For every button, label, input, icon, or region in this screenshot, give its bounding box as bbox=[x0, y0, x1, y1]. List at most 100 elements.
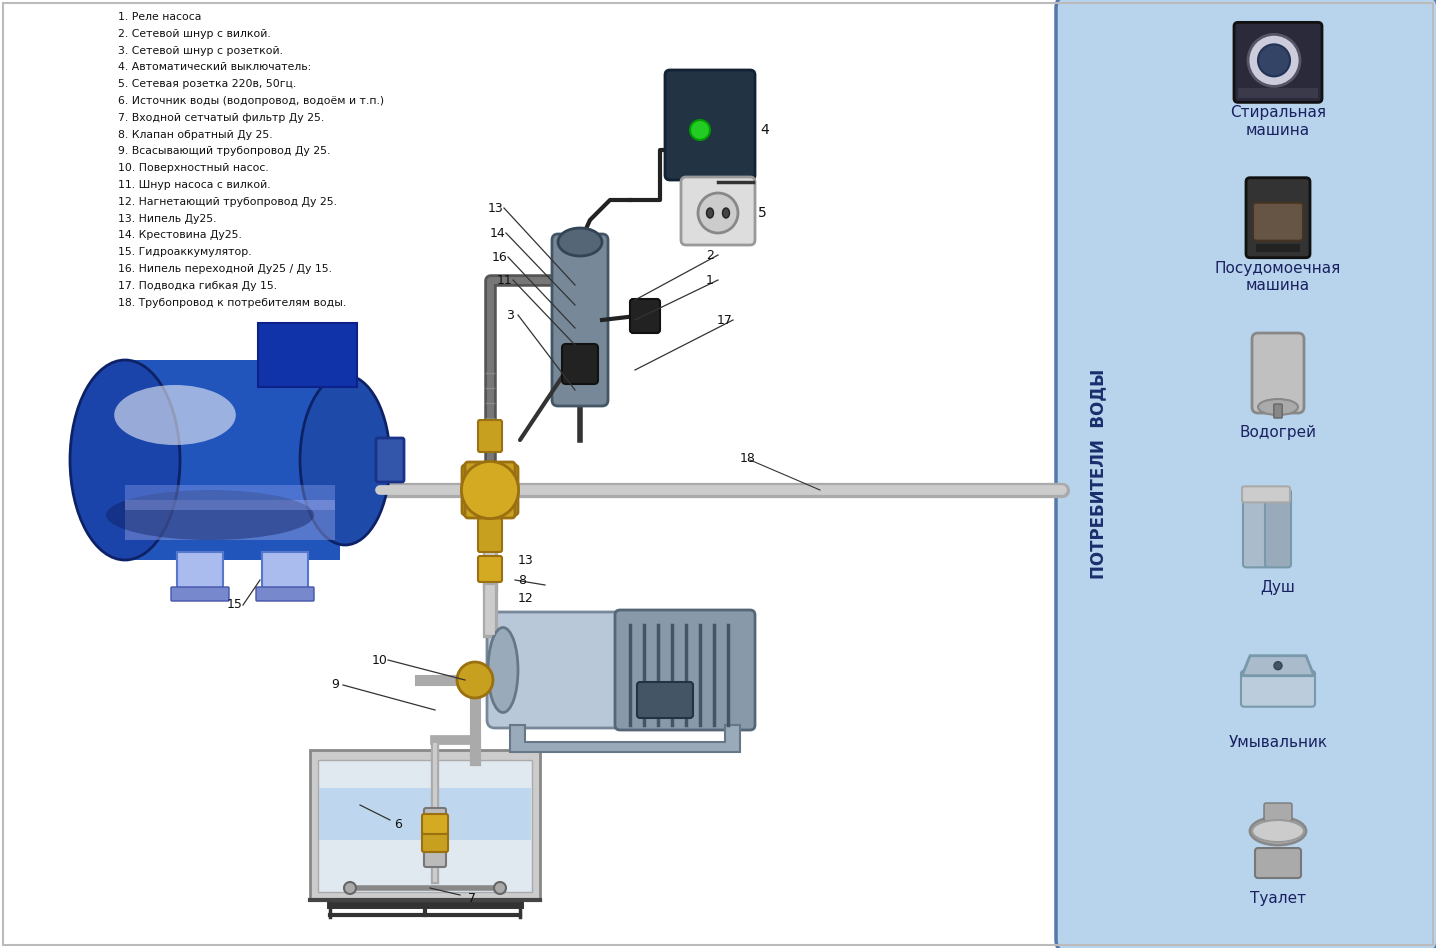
Text: 9: 9 bbox=[332, 679, 339, 691]
Circle shape bbox=[494, 882, 505, 894]
FancyBboxPatch shape bbox=[424, 808, 447, 867]
Text: 2. Сетевой шнур с вилкой.: 2. Сетевой шнур с вилкой. bbox=[118, 28, 271, 39]
FancyBboxPatch shape bbox=[1242, 486, 1290, 502]
Ellipse shape bbox=[1252, 820, 1304, 842]
Ellipse shape bbox=[559, 228, 602, 256]
FancyBboxPatch shape bbox=[1256, 244, 1300, 252]
Text: 3. Сетевой шнур с розеткой.: 3. Сетевой шнур с розеткой. bbox=[118, 46, 283, 56]
FancyBboxPatch shape bbox=[478, 518, 503, 552]
Polygon shape bbox=[1242, 656, 1314, 676]
Ellipse shape bbox=[722, 208, 729, 218]
Ellipse shape bbox=[488, 628, 518, 713]
Text: 4. Автоматический выключатель:: 4. Автоматический выключатель: bbox=[118, 63, 312, 72]
FancyBboxPatch shape bbox=[261, 552, 307, 599]
Text: 15: 15 bbox=[227, 598, 243, 611]
FancyBboxPatch shape bbox=[681, 177, 755, 245]
Text: 13: 13 bbox=[488, 202, 504, 214]
FancyBboxPatch shape bbox=[561, 344, 597, 384]
Text: 17. Подводка гибкая Ду 15.: 17. Подводка гибкая Ду 15. bbox=[118, 281, 277, 291]
Circle shape bbox=[457, 662, 493, 698]
Text: 14: 14 bbox=[490, 227, 505, 240]
Polygon shape bbox=[510, 725, 740, 752]
FancyBboxPatch shape bbox=[125, 485, 335, 510]
FancyBboxPatch shape bbox=[1255, 848, 1301, 878]
FancyBboxPatch shape bbox=[665, 70, 755, 180]
FancyBboxPatch shape bbox=[551, 234, 607, 406]
Circle shape bbox=[698, 193, 738, 233]
Text: 11: 11 bbox=[497, 274, 513, 286]
Ellipse shape bbox=[106, 490, 314, 540]
Circle shape bbox=[1274, 662, 1282, 669]
FancyBboxPatch shape bbox=[1234, 23, 1323, 102]
Text: 12: 12 bbox=[518, 592, 534, 605]
FancyBboxPatch shape bbox=[376, 438, 404, 482]
Circle shape bbox=[1258, 45, 1290, 77]
FancyBboxPatch shape bbox=[121, 360, 340, 560]
Circle shape bbox=[345, 882, 356, 894]
Text: 6: 6 bbox=[393, 818, 402, 831]
Text: 11. Шнур насоса с вилкой.: 11. Шнур насоса с вилкой. bbox=[118, 180, 270, 190]
Text: 18: 18 bbox=[740, 451, 755, 465]
Text: 17: 17 bbox=[717, 314, 732, 326]
FancyBboxPatch shape bbox=[615, 610, 755, 730]
Text: 18. Трубопровод к потребителям воды.: 18. Трубопровод к потребителям воды. bbox=[118, 298, 346, 307]
FancyBboxPatch shape bbox=[462, 465, 518, 515]
Text: 16. Нипель переходной Ду25 / Ду 15.: 16. Нипель переходной Ду25 / Ду 15. bbox=[118, 264, 332, 274]
Ellipse shape bbox=[707, 208, 714, 218]
FancyBboxPatch shape bbox=[310, 750, 540, 900]
Text: 2: 2 bbox=[707, 248, 714, 262]
Text: 10: 10 bbox=[372, 653, 388, 666]
Ellipse shape bbox=[300, 375, 391, 545]
Text: 15. Гидроаккумулятор.: 15. Гидроаккумулятор. bbox=[118, 247, 251, 257]
Text: 13. Нипель Ду25.: 13. Нипель Ду25. bbox=[118, 213, 217, 224]
FancyBboxPatch shape bbox=[478, 556, 503, 582]
Text: 5. Сетевая розетка 220в, 50гц.: 5. Сетевая розетка 220в, 50гц. bbox=[118, 80, 296, 89]
Ellipse shape bbox=[70, 360, 180, 560]
FancyBboxPatch shape bbox=[487, 612, 633, 728]
Text: 4: 4 bbox=[760, 123, 768, 137]
FancyBboxPatch shape bbox=[317, 760, 531, 892]
FancyBboxPatch shape bbox=[465, 462, 516, 518]
Text: 14. Крестовина Ду25.: 14. Крестовина Ду25. bbox=[118, 230, 241, 241]
FancyBboxPatch shape bbox=[1254, 203, 1302, 241]
FancyBboxPatch shape bbox=[478, 420, 503, 452]
FancyBboxPatch shape bbox=[422, 830, 448, 852]
Text: 6. Источник воды (водопровод, водоём и т.п.): 6. Источник воды (водопровод, водоём и т… bbox=[118, 96, 383, 106]
Circle shape bbox=[461, 462, 518, 519]
Text: 16: 16 bbox=[493, 250, 508, 264]
FancyBboxPatch shape bbox=[1252, 333, 1304, 413]
FancyBboxPatch shape bbox=[256, 587, 314, 601]
Ellipse shape bbox=[1249, 817, 1305, 845]
Circle shape bbox=[1248, 34, 1300, 86]
FancyBboxPatch shape bbox=[1246, 177, 1310, 258]
FancyBboxPatch shape bbox=[1244, 489, 1269, 567]
FancyBboxPatch shape bbox=[1264, 803, 1292, 821]
Text: 1. Реле насоса: 1. Реле насоса bbox=[118, 12, 201, 22]
FancyBboxPatch shape bbox=[1238, 88, 1318, 99]
FancyBboxPatch shape bbox=[422, 814, 448, 834]
Text: Душ: Душ bbox=[1261, 580, 1295, 595]
Text: 3: 3 bbox=[505, 308, 514, 321]
Circle shape bbox=[691, 120, 709, 140]
Text: 9. Всасывающий трубопровод Ду 25.: 9. Всасывающий трубопровод Ду 25. bbox=[118, 146, 330, 156]
Text: 7: 7 bbox=[468, 891, 475, 904]
FancyBboxPatch shape bbox=[1274, 404, 1282, 418]
Text: Умывальник: Умывальник bbox=[1228, 736, 1327, 750]
Text: 7. Входной сетчатый фильтр Ду 25.: 7. Входной сетчатый фильтр Ду 25. bbox=[118, 113, 325, 123]
Text: 8. Клапан обратный Ду 25.: 8. Клапан обратный Ду 25. bbox=[118, 130, 273, 139]
Text: 12. Нагнетающий трубопровод Ду 25.: 12. Нагнетающий трубопровод Ду 25. bbox=[118, 197, 337, 207]
FancyBboxPatch shape bbox=[258, 323, 358, 387]
FancyBboxPatch shape bbox=[1241, 670, 1315, 706]
FancyBboxPatch shape bbox=[171, 587, 228, 601]
Text: Водогрей: Водогрей bbox=[1239, 425, 1317, 440]
FancyBboxPatch shape bbox=[1265, 489, 1291, 567]
FancyBboxPatch shape bbox=[630, 299, 661, 333]
FancyBboxPatch shape bbox=[1055, 0, 1436, 948]
FancyBboxPatch shape bbox=[638, 682, 694, 718]
FancyBboxPatch shape bbox=[125, 500, 335, 540]
Text: 8: 8 bbox=[518, 574, 526, 587]
Text: Посудомоечная
машина: Посудомоечная машина bbox=[1215, 261, 1341, 293]
Text: 5: 5 bbox=[758, 206, 767, 220]
Text: 13: 13 bbox=[518, 554, 534, 567]
Ellipse shape bbox=[115, 385, 236, 445]
